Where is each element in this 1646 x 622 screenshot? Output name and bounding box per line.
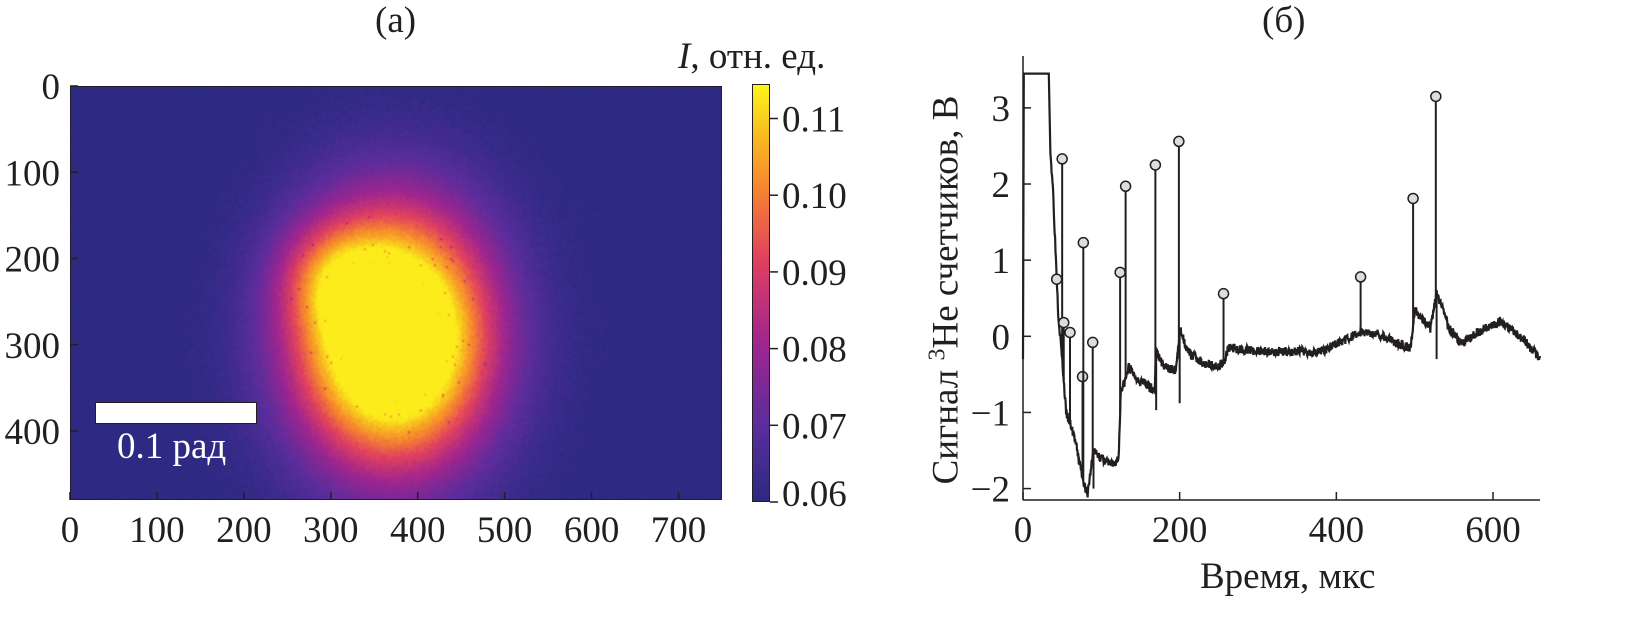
colorbar-tick-label: 0.10 bbox=[782, 176, 847, 217]
x-tick-label: 700 bbox=[651, 510, 707, 551]
y-tick-label: 3 bbox=[992, 89, 1011, 130]
x-tick-label: 600 bbox=[564, 510, 620, 551]
peak-marker bbox=[1077, 236, 1090, 249]
x-tick-label: 400 bbox=[1309, 510, 1365, 551]
x-tick-label: 100 bbox=[129, 510, 185, 551]
panel-b-label: (б) bbox=[1262, 0, 1306, 41]
panel-a-label: (а) bbox=[375, 0, 417, 41]
peak-marker bbox=[1149, 159, 1162, 171]
y-tick-label: 1 bbox=[992, 241, 1011, 282]
peak-marker bbox=[1064, 326, 1076, 339]
peak-marker bbox=[1086, 336, 1099, 349]
y-tick-label: 200 bbox=[5, 240, 61, 281]
x-tick-label: 0 bbox=[61, 510, 80, 551]
y-tick-label: 0 bbox=[42, 67, 61, 108]
colorbar-tick-label: 0.06 bbox=[782, 474, 847, 515]
peak-marker bbox=[1114, 266, 1126, 279]
y-tick-label: 2 bbox=[992, 165, 1011, 206]
y-tick-label: 0 bbox=[992, 317, 1011, 358]
scale-bar bbox=[95, 402, 257, 424]
peak-marker bbox=[1173, 135, 1185, 148]
intensity-heatmap bbox=[70, 86, 722, 500]
colorbar-tick-label: 0.07 bbox=[782, 406, 847, 447]
x-tick-label: 400 bbox=[390, 510, 446, 551]
y-tick-label: −1 bbox=[971, 393, 1010, 434]
y-tick-label: −2 bbox=[971, 470, 1010, 511]
y-tick-label: 300 bbox=[5, 326, 61, 367]
x-tick-label: 200 bbox=[1152, 510, 1208, 551]
x-tick-label: 500 bbox=[477, 510, 533, 551]
peak-marker bbox=[1354, 271, 1367, 283]
x-tick-label: 200 bbox=[216, 510, 272, 551]
y-tick-label: 400 bbox=[5, 412, 61, 453]
peak-marker bbox=[1057, 316, 1070, 329]
signal-line bbox=[1021, 72, 1542, 498]
peak-marker bbox=[1407, 192, 1419, 205]
colorbar bbox=[752, 84, 770, 502]
y-tick-label: 100 bbox=[5, 153, 61, 194]
peak-marker bbox=[1056, 153, 1068, 165]
colorbar-label: I, отн. ед. bbox=[678, 38, 825, 75]
peak-marker bbox=[1050, 273, 1063, 285]
colorbar-label-symbol: I bbox=[678, 36, 691, 77]
x-axis-label: Время, мкс bbox=[1200, 556, 1376, 597]
colorbar-tick-label: 0.08 bbox=[782, 330, 847, 371]
x-tick-label: 0 bbox=[1014, 510, 1033, 551]
scale-bar-label: 0.1 рад bbox=[117, 426, 227, 467]
peak-marker bbox=[1430, 90, 1442, 103]
peak-marker bbox=[1217, 287, 1230, 300]
x-tick-label: 600 bbox=[1465, 510, 1521, 551]
x-tick-label: 300 bbox=[303, 510, 359, 551]
colorbar-label-units: , отн. ед. bbox=[690, 36, 826, 77]
peak-marker bbox=[1119, 180, 1132, 193]
colorbar-tick-label: 0.11 bbox=[782, 100, 845, 141]
colorbar-tick-label: 0.09 bbox=[782, 253, 847, 294]
